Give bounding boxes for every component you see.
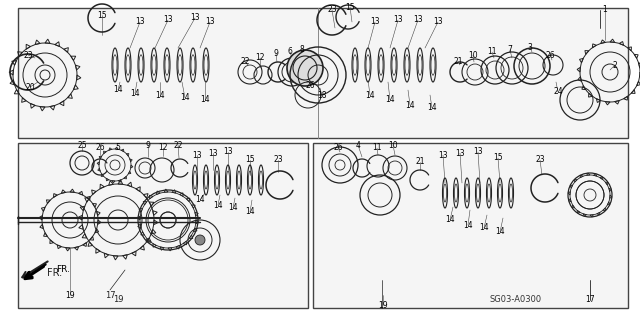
Polygon shape bbox=[18, 8, 628, 138]
Polygon shape bbox=[313, 143, 628, 308]
Text: 13: 13 bbox=[163, 16, 173, 25]
Text: 26: 26 bbox=[545, 50, 555, 60]
Text: 23: 23 bbox=[327, 5, 337, 14]
Text: 11: 11 bbox=[372, 144, 381, 152]
Text: 13: 13 bbox=[135, 18, 145, 26]
Text: 14: 14 bbox=[385, 95, 395, 105]
Text: 6: 6 bbox=[287, 48, 292, 56]
Text: 15: 15 bbox=[97, 11, 107, 19]
Text: 26: 26 bbox=[305, 80, 315, 90]
Text: 15: 15 bbox=[345, 3, 355, 11]
Text: 21: 21 bbox=[453, 57, 463, 66]
Text: 15: 15 bbox=[245, 155, 255, 165]
Text: 14: 14 bbox=[245, 207, 255, 217]
Text: 9: 9 bbox=[273, 49, 278, 58]
Text: 18: 18 bbox=[317, 92, 327, 100]
Text: 20: 20 bbox=[25, 83, 35, 92]
Text: 13: 13 bbox=[223, 147, 233, 157]
Text: 22: 22 bbox=[173, 140, 183, 150]
Text: FR.: FR. bbox=[47, 268, 63, 278]
Text: 13: 13 bbox=[455, 149, 465, 158]
Text: 14: 14 bbox=[200, 95, 210, 105]
Text: 13: 13 bbox=[438, 151, 448, 160]
Text: 14: 14 bbox=[180, 93, 190, 102]
Text: 13: 13 bbox=[433, 18, 443, 26]
Text: 14: 14 bbox=[463, 220, 473, 229]
Text: 13: 13 bbox=[370, 18, 380, 26]
Polygon shape bbox=[18, 143, 308, 308]
Text: 14: 14 bbox=[495, 227, 505, 236]
Text: 13: 13 bbox=[205, 18, 215, 26]
Text: 14: 14 bbox=[195, 196, 205, 204]
Text: 14: 14 bbox=[445, 216, 455, 225]
Text: 23: 23 bbox=[23, 50, 33, 60]
Text: 26: 26 bbox=[333, 144, 343, 152]
Text: 13: 13 bbox=[190, 13, 200, 23]
Text: 13: 13 bbox=[473, 147, 483, 157]
Text: 17: 17 bbox=[105, 291, 115, 300]
Text: 22: 22 bbox=[240, 57, 250, 66]
Text: 14: 14 bbox=[213, 201, 223, 210]
Text: 11: 11 bbox=[487, 48, 497, 56]
Text: 23: 23 bbox=[273, 155, 283, 165]
Text: 14: 14 bbox=[130, 88, 140, 98]
Text: FR.: FR. bbox=[56, 265, 70, 275]
Text: 19: 19 bbox=[378, 300, 388, 309]
Text: 14: 14 bbox=[479, 224, 489, 233]
Text: 19: 19 bbox=[65, 291, 75, 300]
Circle shape bbox=[195, 235, 205, 245]
Text: 15: 15 bbox=[493, 153, 503, 162]
Text: 14: 14 bbox=[405, 100, 415, 109]
Text: 4: 4 bbox=[356, 140, 360, 150]
Text: 5: 5 bbox=[116, 144, 120, 152]
Text: 13: 13 bbox=[393, 16, 403, 25]
Text: 21: 21 bbox=[415, 158, 425, 167]
Text: 13: 13 bbox=[208, 149, 218, 158]
Text: 12: 12 bbox=[158, 144, 168, 152]
Text: 24: 24 bbox=[553, 87, 563, 97]
Text: SG03-A0300: SG03-A0300 bbox=[490, 295, 542, 305]
Circle shape bbox=[287, 50, 323, 86]
Text: 14: 14 bbox=[427, 103, 437, 113]
Text: 19: 19 bbox=[113, 295, 124, 305]
Text: 23: 23 bbox=[535, 155, 545, 165]
Text: 1: 1 bbox=[603, 5, 607, 14]
Text: 14: 14 bbox=[228, 204, 238, 212]
Text: 2: 2 bbox=[612, 61, 618, 70]
Text: 26: 26 bbox=[95, 144, 105, 152]
Text: 13: 13 bbox=[413, 16, 423, 25]
Text: 17: 17 bbox=[585, 295, 595, 305]
Text: 14: 14 bbox=[365, 91, 375, 100]
Text: 25: 25 bbox=[77, 140, 87, 150]
Text: 14: 14 bbox=[155, 92, 165, 100]
Text: 10: 10 bbox=[468, 50, 478, 60]
Text: 3: 3 bbox=[527, 42, 532, 51]
Text: 12: 12 bbox=[255, 54, 265, 63]
Text: 10: 10 bbox=[388, 140, 398, 150]
Text: 8: 8 bbox=[300, 46, 305, 55]
Text: 7: 7 bbox=[508, 46, 513, 55]
Text: 9: 9 bbox=[145, 140, 150, 150]
Text: 14: 14 bbox=[113, 85, 123, 94]
Text: 13: 13 bbox=[192, 151, 202, 160]
